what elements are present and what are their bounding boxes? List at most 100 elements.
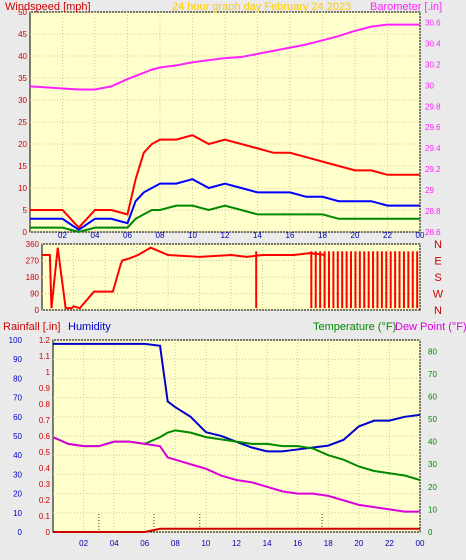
windspeed-tick-label: 0 — [23, 228, 28, 237]
panel1-right-ticks: 28.6 28.8 29 29.2 29.4 29.6 29.8 30 30.2 30.4 30.6 — [425, 18, 441, 237]
humidity-tick-label: 70 — [13, 394, 22, 403]
humidity-tick-label: 50 — [13, 432, 22, 441]
barometer-tick-label: 29.8 — [425, 102, 441, 111]
series-gust-line — [30, 134, 420, 230]
panel1-hour-tick-label: 06 — [123, 231, 132, 240]
panel3-hour-tick-label: 04 — [110, 539, 119, 548]
compass-tick-label: S — [434, 272, 441, 284]
compass-tick-label: N — [434, 239, 442, 251]
panel1-grid — [30, 11, 421, 233]
humidity-tick-label: 20 — [13, 490, 22, 499]
rainfall-tick-label: 0.6 — [39, 432, 51, 441]
rainfall-tick-label: 1.2 — [39, 336, 51, 345]
windspeed-tick-label: 15 — [18, 162, 27, 171]
rainfall-tick-label: 1 — [46, 368, 51, 377]
barometer-tick-label: 29.6 — [425, 123, 441, 132]
panel1-hour-tick-label: 02 — [58, 231, 67, 240]
temperature-tick-label: 50 — [428, 415, 437, 424]
panel1-hour-tick-label: 18 — [318, 231, 327, 240]
barometer-tick-label: 30.6 — [425, 18, 441, 27]
panel3-rain-ticks: 0 0.1 0.2 0.3 0.4 0.5 0.6 0.7 0.8 0.9 1 1.1 1.2 — [39, 336, 51, 537]
humidity-tick-label: 100 — [9, 336, 23, 345]
panel3-humidity-ticks: 0 10 20 30 40 50 60 70 80 90 100 — [9, 336, 23, 537]
panel3-hour-tick-label: 08 — [171, 539, 180, 548]
panel2-grid — [42, 243, 421, 311]
series-dew-point-line — [52, 436, 420, 513]
rainfall-tick-label: 0.2 — [39, 496, 51, 505]
panel1-hour-tick-label: 00 — [416, 231, 425, 240]
windspeed-tick-label: 35 — [18, 74, 27, 83]
series-barometer-line — [29, 23, 420, 91]
barometer-tick-label: 30.2 — [425, 60, 441, 69]
panel1-hour-tick-label: 12 — [221, 231, 230, 240]
dewpoint-axis-label: Dew Point (°F) — [395, 321, 466, 333]
panel1-hour-tick-label: 04 — [91, 231, 100, 240]
rainfall-axis-label: Rainfall [.in] — [3, 321, 60, 333]
panel3-hour-tick-label: 06 — [140, 539, 149, 548]
barometer-tick-label: 28.6 — [425, 228, 441, 237]
panel3-hour-tick-label: 14 — [263, 539, 272, 548]
chart-title: 24 hour graph day February 24 2023 — [172, 1, 351, 13]
direction-degree-tick-label: 0 — [35, 306, 40, 315]
windspeed-axis-label: Windspeed [mph] — [5, 1, 91, 13]
windspeed-tick-label: 10 — [18, 184, 27, 193]
panel3-hour-tick-label: 12 — [232, 539, 241, 548]
humidity-tick-label: 10 — [13, 509, 22, 518]
direction-degree-tick-label: 270 — [26, 257, 40, 266]
series-wind-direction-line — [42, 246, 326, 310]
panel2-left-ticks: 0 90 180 270 360 — [26, 240, 40, 315]
panel1-hour-tick-label: 16 — [286, 231, 295, 240]
series-humidity-line — [53, 342, 421, 453]
barometer-tick-label: 29.2 — [425, 165, 441, 174]
panel3-hour-tick-label: 16 — [293, 539, 302, 548]
barometer-tick-label: 30 — [425, 81, 434, 90]
panel1-hour-tick-label: 14 — [253, 231, 262, 240]
temperature-tick-label: 60 — [428, 392, 437, 401]
temperature-tick-label: 40 — [428, 438, 437, 447]
series-wind-line — [30, 204, 420, 234]
panel1-hour-tick-label: 22 — [383, 231, 392, 240]
humidity-tick-label: 80 — [13, 374, 22, 383]
barometer-tick-label: 30.4 — [425, 39, 441, 48]
windspeed-tick-label: 50 — [18, 8, 27, 17]
barometer-axis-label: Barometer [.in] — [370, 1, 442, 13]
panel1-series — [29, 23, 420, 234]
rainfall-tick-label: 0.9 — [39, 384, 51, 393]
humidity-tick-label: 60 — [13, 413, 22, 422]
rainfall-tick-label: 1.1 — [39, 352, 51, 361]
panel3-hour-tick-label: 18 — [324, 539, 333, 548]
rainfall-tick-label: 0.8 — [39, 400, 51, 409]
compass-tick-label: N — [434, 305, 442, 317]
rainfall-tick-label: 0.5 — [39, 448, 51, 457]
panel3-series — [52, 342, 421, 533]
windspeed-tick-label: 40 — [18, 52, 27, 61]
direction-degree-tick-label: 360 — [26, 240, 40, 249]
barometer-tick-label: 28.8 — [425, 207, 441, 216]
panel1-hour-tick-label: 08 — [156, 231, 165, 240]
humidity-axis-label: Humidity — [68, 321, 111, 333]
barometer-tick-label: 29.4 — [425, 144, 441, 153]
panel3-x-ticks: 02 04 06 08 10 12 14 16 18 20 22 00 — [79, 539, 425, 548]
humidity-tick-label: 40 — [13, 451, 22, 460]
barometer-tick-label: 29 — [425, 186, 434, 195]
direction-degree-tick-label: 180 — [26, 273, 40, 282]
panel3-hour-tick-label: 20 — [354, 539, 363, 548]
panel2-series — [42, 246, 419, 310]
panel3-hour-tick-label: 02 — [79, 539, 88, 548]
humidity-tick-label: 0 — [18, 528, 23, 537]
rainfall-tick-label: 0.4 — [39, 464, 51, 473]
compass-tick-label: W — [433, 289, 444, 301]
panel3-hour-tick-label: 22 — [385, 539, 394, 548]
series-average-line — [30, 178, 420, 232]
panel1-hour-tick-label: 10 — [188, 231, 197, 240]
panel3-temperature-ticks: 0 10 20 30 40 50 60 70 80 — [428, 347, 437, 537]
windspeed-tick-label: 20 — [18, 140, 27, 149]
rainfall-tick-label: 0.1 — [39, 512, 51, 521]
panel3-hour-tick-label: 10 — [201, 539, 210, 548]
rainfall-tick-label: 0.7 — [39, 416, 51, 425]
panel1-left-ticks: 0 5 10 15 20 25 30 35 40 45 50 — [18, 8, 27, 237]
